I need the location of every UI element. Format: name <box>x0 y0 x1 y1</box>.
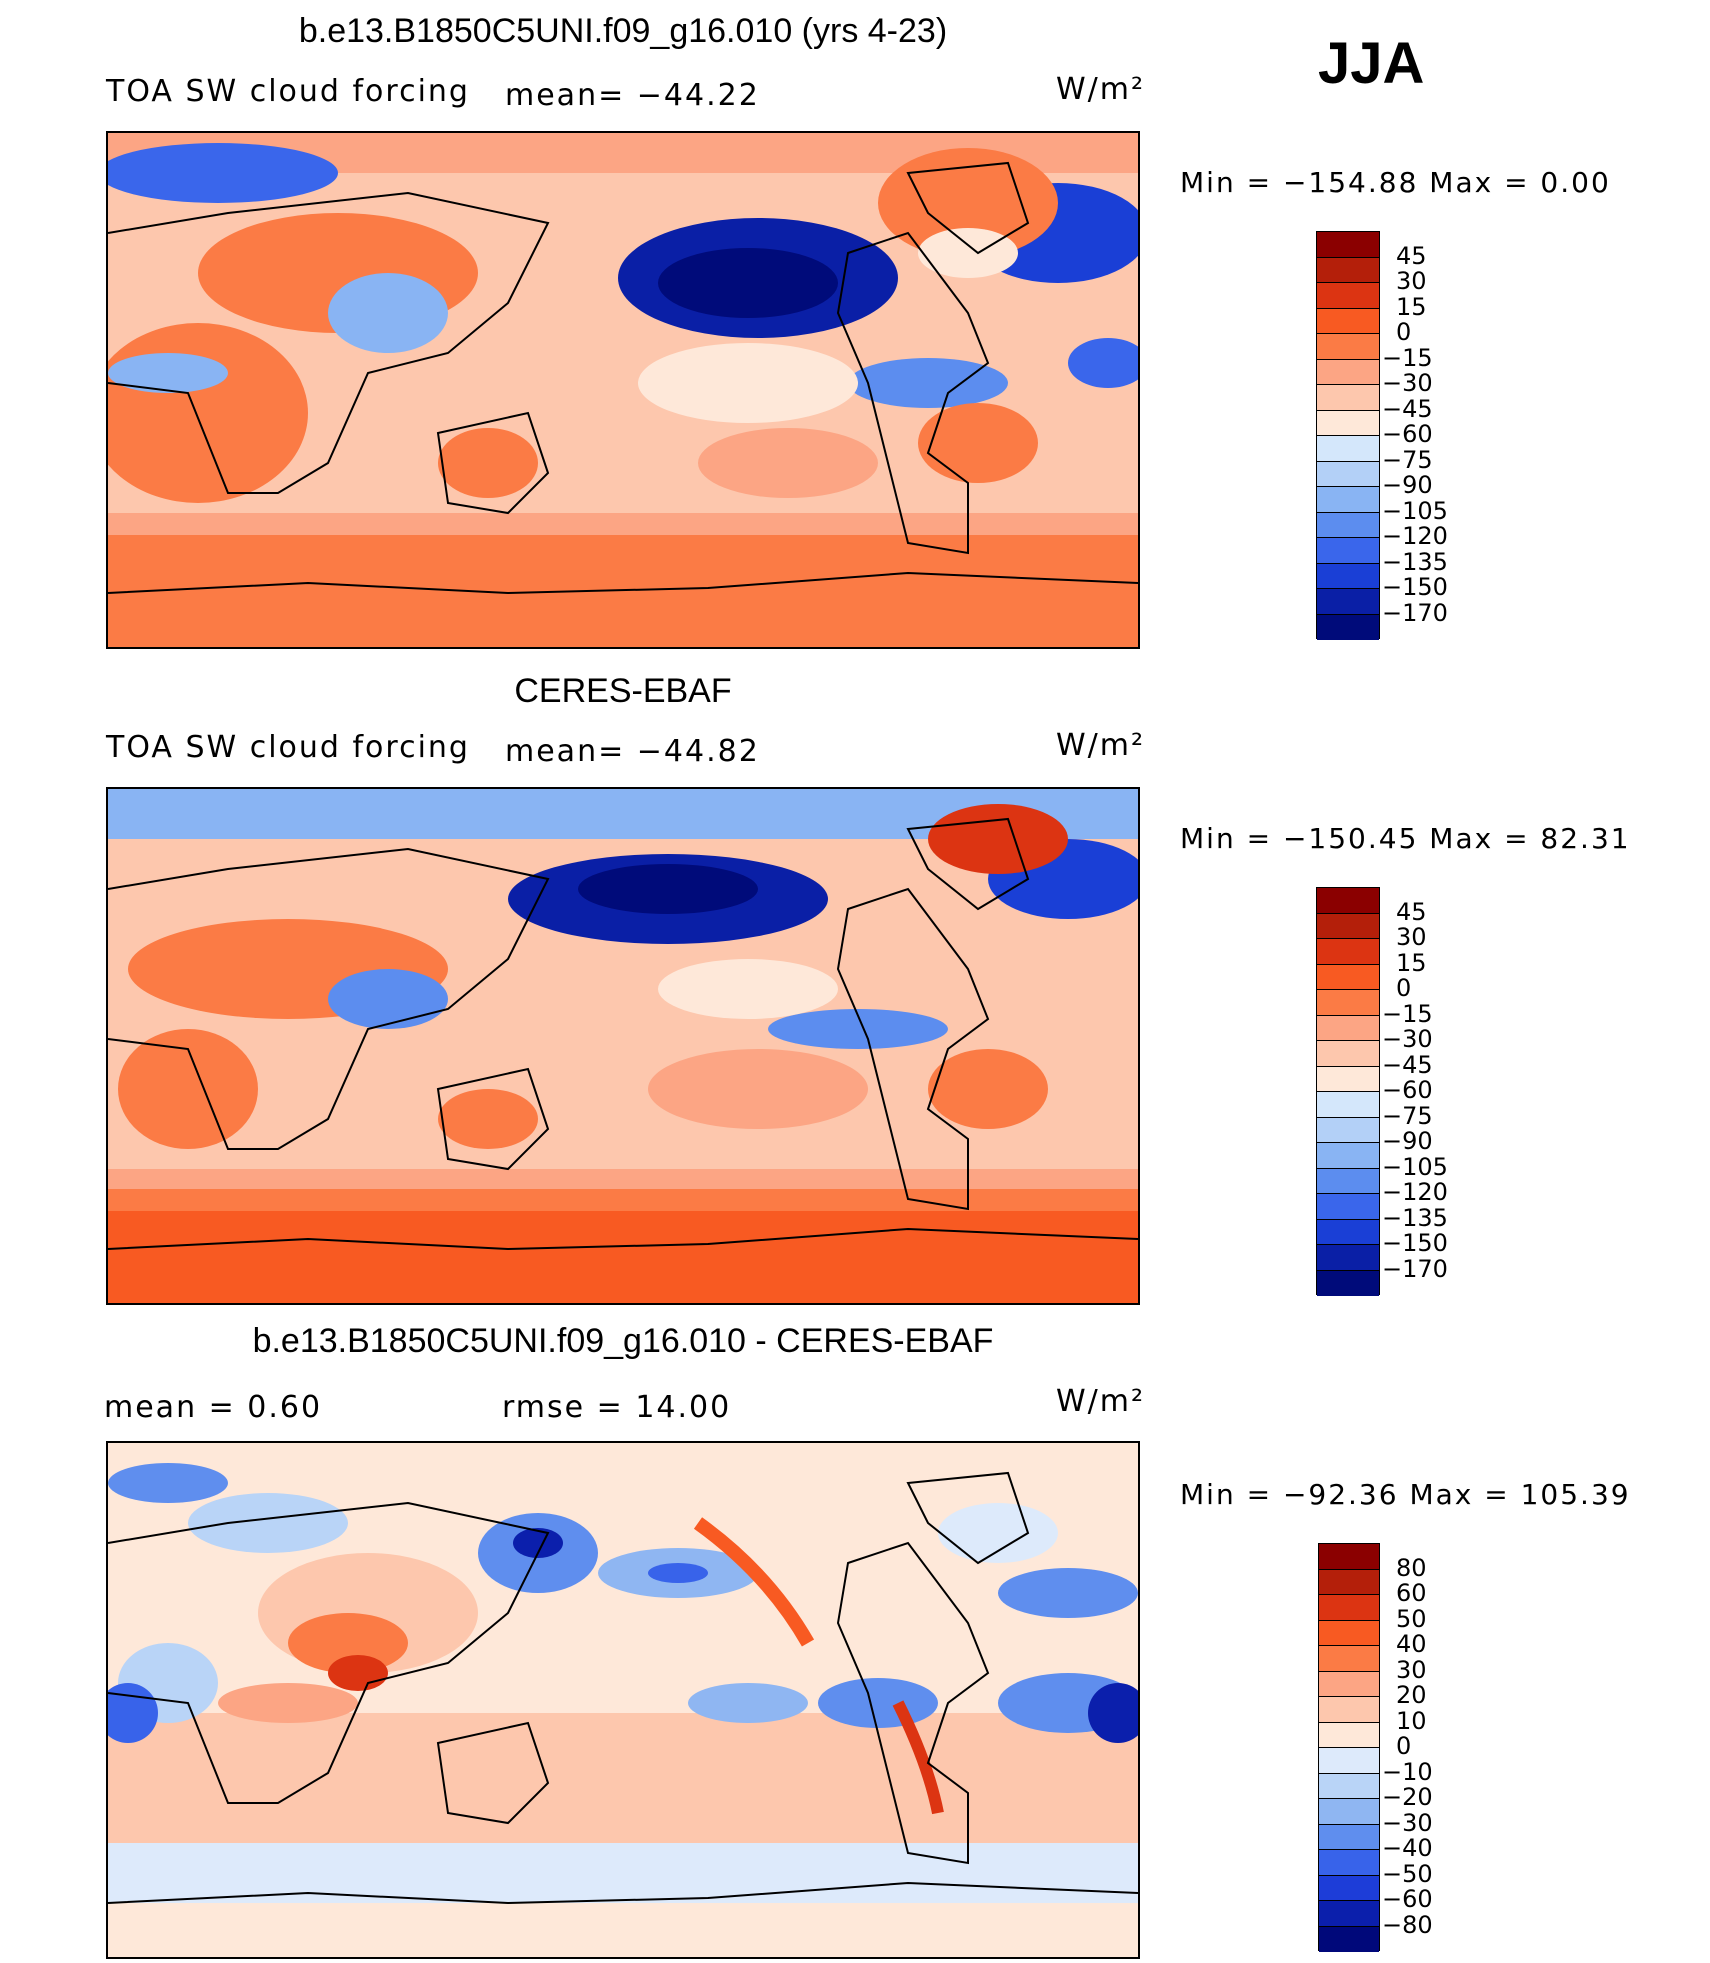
panel2-variable-label: TOA SW cloud forcing <box>106 730 470 765</box>
panel3-colorbar-tick: 20 <box>1396 1681 1427 1709</box>
panel3-colorbar-tick: 0 <box>1396 1732 1412 1760</box>
panel1-units: W/m² <box>1056 72 1146 107</box>
panel2-colorbar-tick: −75 <box>1382 1101 1433 1130</box>
panel1-colorbar-tick: −105 <box>1382 496 1448 525</box>
season-label: JJA <box>1318 31 1425 96</box>
panel2-colorbar-tick: −135 <box>1382 1203 1448 1232</box>
panel2-colorbar-tick: −30 <box>1382 1025 1433 1053</box>
panel3-colorbar-tick: 80 <box>1396 1553 1427 1582</box>
panel2-mean-label: mean= −44.82 <box>505 734 760 769</box>
panel1-colorbar-tick: −150 <box>1382 573 1448 601</box>
panel3-colorbar-tick: 50 <box>1396 1604 1427 1633</box>
panel2-mean-key: mean= <box>505 734 626 769</box>
panel3-map <box>106 1441 1140 1959</box>
panel3-title: b.e13.B1850C5UNI.f09_g16.010 - CERES-EBA… <box>252 1322 994 1360</box>
panel3-rmse-value: 14.00 <box>635 1390 732 1425</box>
panel2-colorbar-tick: 15 <box>1396 948 1427 977</box>
panel1-mean-label: mean= −44.22 <box>505 78 760 113</box>
panel2-title: CERES-EBAF <box>514 672 732 710</box>
panel3-field <box>108 1443 1138 1957</box>
panel2-colorbar-tick: −45 <box>1382 1050 1433 1079</box>
panel1-colorbar-tick: −90 <box>1382 471 1433 499</box>
panel1-colorbar-tick: −120 <box>1382 522 1448 550</box>
panel1-colorbar-tick: −135 <box>1382 547 1448 576</box>
panel2-colorbar-tick: 0 <box>1396 974 1412 1002</box>
panel3-colorbar-tick: −10 <box>1382 1757 1433 1786</box>
panel1-colorbar-tick: −15 <box>1382 343 1433 372</box>
panel2-colorbar-tick: 45 <box>1396 897 1427 926</box>
panel3-minmax: Min = −92.36 Max = 105.39 <box>1180 1478 1631 1511</box>
panel1-colorbar-tick: −75 <box>1382 445 1433 474</box>
panel2-colorbar-tick: −90 <box>1382 1127 1433 1155</box>
panel3-colorbar-tick: −40 <box>1382 1834 1433 1862</box>
panel2-field <box>108 789 1138 1303</box>
panel1-colorbar-tick: 45 <box>1396 241 1427 270</box>
panel3-rmse-label: rmse = 14.00 <box>502 1390 731 1425</box>
panel3-colorbar-tick: −80 <box>1382 1910 1433 1939</box>
panel2-colorbar-tick: −170 <box>1382 1254 1448 1283</box>
panel1-title: b.e13.B1850C5UNI.f09_g16.010 (yrs 4-23) <box>298 12 948 50</box>
panel2-colorbar-tick: −120 <box>1382 1178 1448 1206</box>
panel1-mean-key: mean= <box>505 78 626 113</box>
panel3-mean-label: mean = 0.60 <box>104 1390 323 1425</box>
panel2-colorbar-tick: −150 <box>1382 1229 1448 1257</box>
panel3-colorbar-tick: 30 <box>1396 1655 1427 1684</box>
panel1-colorbar-tick: 30 <box>1396 267 1427 295</box>
panel1-colorbar-tick: 0 <box>1396 318 1412 346</box>
panel3-colorbar-tick: 60 <box>1396 1579 1427 1607</box>
panel1-colorbar-tick: −45 <box>1382 394 1433 423</box>
panel1-minmax: Min = −154.88 Max = 0.00 <box>1180 166 1611 199</box>
panel3-colorbar-tick: −50 <box>1382 1859 1433 1888</box>
panel1-colorbar-tick: 15 <box>1396 292 1427 321</box>
panel1-variable-label: TOA SW cloud forcing <box>106 74 470 109</box>
panel1-colorbar-tick: −30 <box>1382 369 1433 397</box>
panel1-mean-value: −44.22 <box>636 78 760 113</box>
panel1-map <box>106 131 1140 649</box>
panel3-colorbar-tick: −60 <box>1382 1885 1433 1913</box>
panel2-colorbar-tick: −105 <box>1382 1152 1448 1181</box>
panel2-units: W/m² <box>1056 728 1146 763</box>
panel1-colorbar <box>1316 231 1380 640</box>
panel2-colorbar-tick: −15 <box>1382 999 1433 1028</box>
panel3-colorbar-tick: −30 <box>1382 1808 1433 1837</box>
panel2-colorbar-tick: −60 <box>1382 1076 1433 1104</box>
panel3-colorbar-tick: 40 <box>1396 1630 1427 1658</box>
panel3-units: W/m² <box>1056 1384 1146 1419</box>
panel1-field <box>108 133 1138 647</box>
panel2-minmax: Min = −150.45 Max = 82.31 <box>1180 822 1631 855</box>
panel2-map <box>106 787 1140 1305</box>
panel2-mean-value: −44.82 <box>636 734 760 769</box>
panel1-colorbar-tick: −60 <box>1382 420 1433 448</box>
panel3-rmse-key: rmse = <box>502 1390 624 1425</box>
panel3-colorbar <box>1318 1543 1380 1952</box>
panel2-colorbar-tick: 30 <box>1396 923 1427 951</box>
panel3-colorbar-tick: 10 <box>1396 1706 1427 1735</box>
panel2-colorbar <box>1316 887 1380 1296</box>
panel1-colorbar-tick: −170 <box>1382 598 1448 627</box>
panel3-colorbar-tick: −20 <box>1382 1783 1433 1811</box>
